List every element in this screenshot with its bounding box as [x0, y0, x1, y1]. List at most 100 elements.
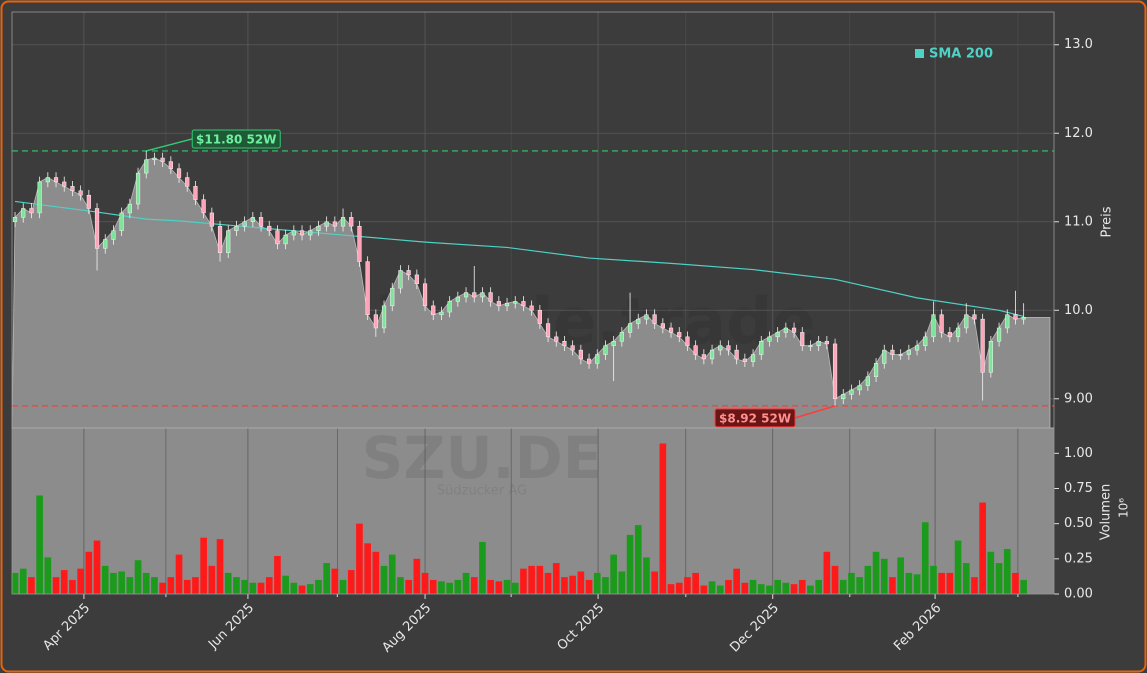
- y-tick-label: 11.0: [1064, 214, 1093, 229]
- candle-body: [775, 332, 780, 338]
- volume-bar: [856, 577, 863, 594]
- volume-tick-label: 1.00: [1064, 446, 1093, 461]
- volume-bar: [1003, 548, 1011, 594]
- candle-body: [447, 301, 452, 313]
- candle-body: [381, 305, 387, 329]
- volume-bar: [749, 579, 757, 594]
- volume-bar: [790, 584, 798, 594]
- volume-bar: [733, 568, 740, 594]
- volume-bar: [388, 554, 396, 594]
- candle-body: [291, 230, 296, 236]
- volume-bar: [315, 579, 322, 594]
- candle-body: [800, 332, 805, 346]
- candle-body: [627, 323, 633, 333]
- volume-bar: [347, 570, 355, 594]
- volume-tick-label: 0.50: [1064, 516, 1093, 531]
- candle-body: [472, 292, 477, 298]
- volume-bar: [930, 565, 937, 594]
- candle-body: [332, 221, 337, 227]
- candle-body: [529, 305, 534, 311]
- candle-body: [759, 341, 764, 355]
- candle-body: [1013, 314, 1018, 320]
- candle-body: [636, 318, 641, 324]
- annotation-box: [714, 408, 796, 428]
- volume-bar: [659, 443, 667, 594]
- volume-tick-label: 0.75: [1064, 481, 1093, 496]
- volume-bar: [241, 579, 248, 594]
- candle-body: [176, 168, 182, 178]
- volume-bar: [684, 577, 691, 594]
- candle-body: [931, 314, 936, 338]
- candle-body: [357, 225, 362, 262]
- volume-bar: [552, 563, 560, 594]
- candle-body: [644, 314, 649, 320]
- volume-bar: [561, 577, 568, 594]
- candle-body: [414, 274, 419, 284]
- volume-bar: [880, 558, 888, 594]
- y-tick-label: 12.0: [1064, 126, 1093, 141]
- volume-bar: [946, 572, 954, 594]
- candle-body: [718, 345, 723, 351]
- candle-body: [168, 161, 173, 169]
- y-tick-label: 13.0: [1064, 37, 1093, 52]
- candle-body: [275, 230, 280, 245]
- candle-body: [12, 217, 18, 223]
- volume-bar: [675, 582, 683, 594]
- candle-body: [980, 318, 985, 373]
- annotation-arrow: [146, 138, 193, 152]
- volume-bar: [397, 577, 404, 594]
- candle-body: [554, 336, 559, 342]
- volume-bar: [577, 571, 585, 594]
- volume-bar: [69, 579, 76, 594]
- volume-bar: [19, 568, 27, 594]
- volume-bar: [28, 577, 35, 594]
- volume-bar: [536, 565, 544, 594]
- candle-body: [242, 221, 247, 227]
- candle-body: [898, 354, 903, 356]
- volume-bar: [93, 540, 101, 594]
- volume-bar: [757, 584, 765, 594]
- candle-body: [226, 230, 231, 253]
- volume-bar: [44, 557, 52, 594]
- volume-bar: [913, 574, 921, 594]
- volume-bar: [339, 579, 347, 594]
- candle-body: [709, 349, 715, 360]
- volume-bar: [208, 565, 216, 594]
- volume-bar: [528, 565, 535, 594]
- annotation-label: $11.80 52W: [196, 132, 276, 146]
- candle-body: [439, 311, 444, 315]
- volume-bar: [544, 572, 552, 594]
- volume-bar: [872, 551, 880, 594]
- candle-body: [996, 327, 1002, 342]
- volume-bar: [159, 582, 166, 594]
- candle-body: [62, 181, 67, 187]
- volume-bar: [52, 577, 60, 594]
- candle-body: [955, 327, 961, 338]
- candle-body: [340, 217, 346, 227]
- candle-body: [504, 302, 510, 307]
- candle-body: [349, 217, 354, 227]
- volume-bar: [962, 563, 970, 594]
- candle-body: [767, 336, 772, 342]
- candle-body: [865, 376, 870, 386]
- volume-bar: [413, 558, 421, 594]
- candle-body: [406, 270, 411, 276]
- volume-bar: [167, 577, 175, 594]
- candle-body: [537, 310, 542, 324]
- candle-body: [390, 287, 395, 307]
- volume-bar: [257, 582, 265, 594]
- volume-bar: [323, 563, 330, 594]
- candle-body: [701, 354, 706, 360]
- candle-body: [849, 389, 854, 395]
- volume-bar: [298, 585, 306, 594]
- volume-bar: [979, 502, 986, 594]
- candle-body: [734, 349, 739, 360]
- volume-tick-label: 0.25: [1064, 551, 1093, 566]
- volume-bar: [889, 577, 896, 594]
- volume-bar: [593, 572, 601, 594]
- candle-body: [21, 208, 26, 218]
- volume-bar: [126, 577, 134, 594]
- candle-body: [373, 314, 378, 329]
- candle-body: [611, 341, 616, 346]
- volume-bar: [487, 579, 494, 594]
